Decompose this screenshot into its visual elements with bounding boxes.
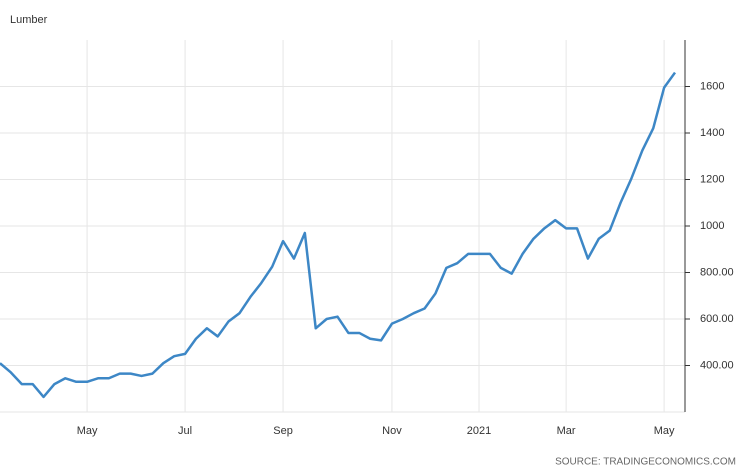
x-tick-label: Nov (382, 425, 402, 437)
x-tick-label: May (77, 425, 98, 437)
y-tick-label: 1200 (700, 173, 724, 185)
x-tick-label: Sep (273, 425, 293, 437)
chart-title: Lumber (10, 14, 48, 26)
source: SOURCE: TRADINGECONOMICS.COM (555, 457, 736, 468)
y-tick-label: 800.00 (700, 266, 734, 278)
x-tick-label: Jul (178, 425, 192, 437)
line-series (0, 71, 677, 399)
x-tick-label: Mar (557, 425, 576, 437)
x-tick-label: 2021 (467, 425, 491, 437)
y-tick-label: 600.00 (700, 313, 734, 325)
y-tick-label: 400.00 (700, 359, 734, 371)
x-tick-label: May (654, 425, 675, 437)
y-tick-label: 1400 (700, 127, 724, 139)
y-tick-label: 1600 (700, 80, 724, 92)
y-tick-label: 1000 (700, 220, 724, 232)
